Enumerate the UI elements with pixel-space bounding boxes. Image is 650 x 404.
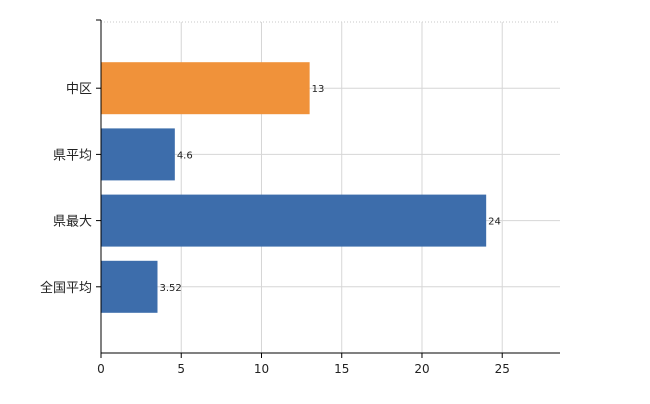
bars (101, 62, 487, 313)
y-category-label-2: 県最大 (53, 215, 92, 230)
x-tick-label-15: 15 (334, 362, 349, 376)
bar-2 (101, 194, 487, 247)
y-category-label-3: 全国平均 (40, 280, 92, 296)
bar-1 (101, 128, 175, 181)
axes (96, 19, 560, 358)
x-tick-label-10: 10 (254, 362, 269, 376)
x-tick-label-25: 25 (495, 362, 510, 376)
x-tick-label-0: 0 (97, 362, 105, 376)
data-label-0: 13 (312, 84, 325, 95)
y-category-label-0: 中区 (66, 82, 92, 97)
bar-0 (101, 62, 310, 115)
data-label-2: 24 (488, 217, 501, 228)
x-tick-label-20: 20 (414, 362, 429, 376)
x-tick-label-5: 5 (177, 362, 185, 376)
data-label-3: 3.52 (159, 283, 181, 294)
y-category-label-1: 県平均 (53, 148, 92, 163)
data-label-1: 4.6 (177, 150, 193, 161)
bar-3 (101, 260, 158, 313)
